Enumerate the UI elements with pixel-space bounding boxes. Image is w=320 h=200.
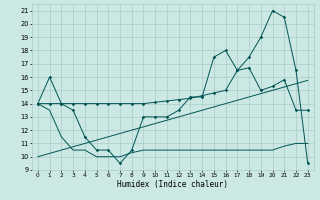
X-axis label: Humidex (Indice chaleur): Humidex (Indice chaleur)	[117, 180, 228, 189]
